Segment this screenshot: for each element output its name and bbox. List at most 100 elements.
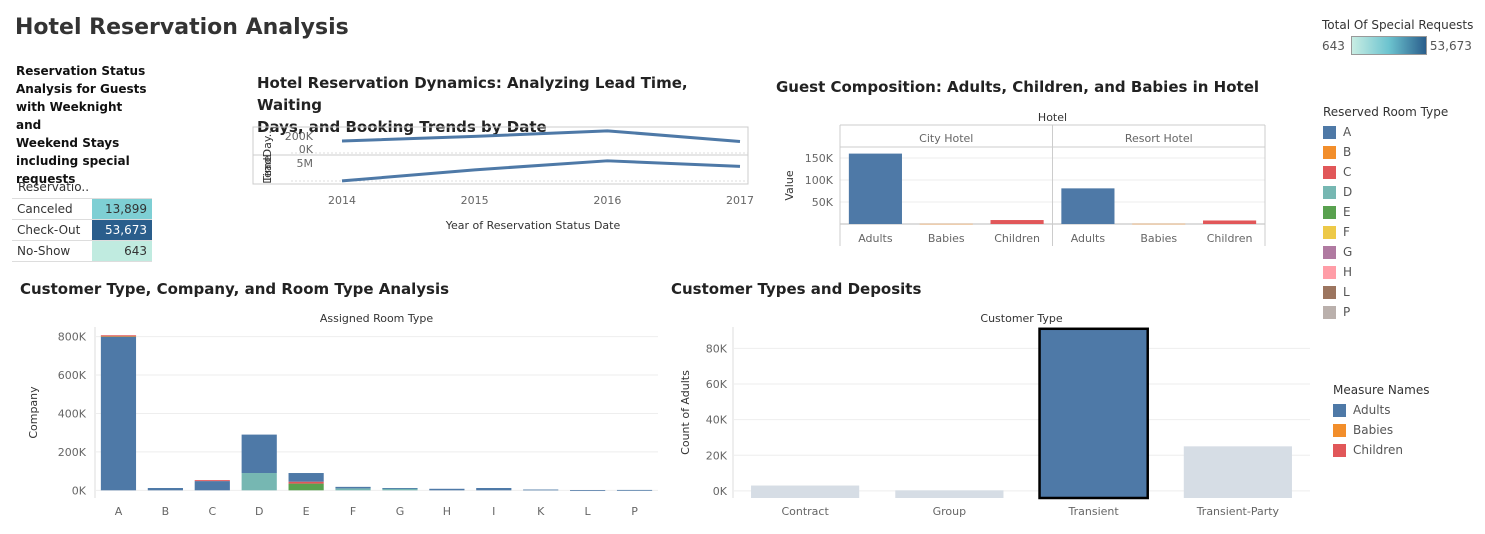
status-panel-title: Reservation Status Analysis for Guests w… — [16, 62, 151, 188]
room-type-legend-label: L — [1343, 285, 1350, 299]
measure-legend-label: Adults — [1353, 403, 1391, 417]
room-type-legend-item[interactable]: G — [1323, 242, 1448, 262]
measure-legend-item[interactable]: Children — [1333, 440, 1429, 460]
status-title-line: with Weeknight and — [16, 100, 123, 132]
table-row[interactable]: Check-Out 53,673 — [12, 219, 152, 241]
status-value: 643 — [92, 240, 152, 262]
deposits-bar — [895, 490, 1004, 498]
company-bar-segment — [288, 473, 324, 482]
guest-x-tick-label: Children — [994, 232, 1040, 245]
guest-bar — [1203, 220, 1257, 224]
company-x-tick-label: F — [350, 505, 356, 518]
guest-panel-header: City Hotel — [919, 132, 973, 145]
measure-legend-title: Measure Names — [1333, 383, 1430, 397]
deposits-y-tick-label: 40K — [706, 414, 728, 427]
company-bar-segment — [147, 488, 183, 491]
guest-bar — [990, 220, 1044, 224]
room-type-legend-item[interactable]: P — [1323, 302, 1448, 322]
status-title-line: Reservation Status — [16, 64, 146, 78]
guest-y-tick-label: 50K — [812, 196, 834, 209]
room-type-legend-label: H — [1343, 265, 1353, 279]
room-type-legend-item[interactable]: D — [1323, 182, 1448, 202]
dynamics-axis-label: Time — [261, 155, 274, 183]
company-x-tick-label: A — [115, 505, 123, 518]
company-x-tick-label: P — [631, 505, 638, 518]
room-type-legend-title: Reserved Room Type — [1323, 105, 1449, 119]
guest-x-tick-label: Children — [1207, 232, 1253, 245]
status-title-line: Analysis for Guests — [16, 82, 147, 96]
room-type-legend-label: C — [1343, 165, 1352, 179]
room-type-legend-swatch — [1323, 125, 1336, 139]
room-type-legend-item[interactable]: A — [1323, 122, 1448, 142]
deposits-bar — [751, 485, 860, 498]
deposits-bar — [1038, 327, 1149, 500]
guest-x-tick-label: Adults — [1071, 232, 1106, 245]
special-requests-legend: Total Of Special Requests 643 53,673 — [1322, 18, 1482, 55]
deposits-x-tick-label: Contract — [781, 505, 829, 518]
room-type-legend-item[interactable]: E — [1323, 202, 1448, 222]
room-type-legend-item[interactable]: F — [1323, 222, 1448, 242]
room-type-legend-swatch — [1323, 285, 1336, 299]
deposits-chart-title: Customer Types and Deposits — [671, 280, 922, 298]
room-type-legend-swatch — [1323, 225, 1336, 239]
table-row[interactable]: Canceled 13,899 — [12, 198, 152, 220]
guest-bar — [1132, 223, 1186, 225]
company-bar-segment — [100, 335, 137, 337]
company-bar-segment — [335, 486, 371, 489]
measure-names-legend: Measure Names Adults Babies Children — [1333, 383, 1429, 460]
company-x-tick-label: B — [162, 505, 170, 518]
company-x-tick-label: G — [396, 505, 405, 518]
room-type-legend-item[interactable]: L — [1323, 282, 1448, 302]
guest-y-axis-label: Value — [783, 170, 796, 200]
room-type-legend-item[interactable]: B — [1323, 142, 1448, 162]
guest-chart: Hotel 50K 100K 150K Value City Hotel Adults Bab… — [783, 111, 1266, 246]
company-bar-segment — [194, 481, 230, 491]
measure-legend-label: Children — [1353, 443, 1403, 457]
special-requests-legend-min: 643 — [1322, 38, 1345, 53]
guest-x-tick-label: Babies — [1140, 232, 1177, 245]
dynamics-tick-label: 0K — [299, 143, 314, 156]
status-table-header: Reservatio.. — [18, 180, 90, 194]
guest-y-tick-label: 100K — [805, 174, 834, 187]
deposits-y-tick-label: 0K — [713, 485, 728, 498]
measure-legend-label: Babies — [1353, 423, 1394, 437]
measure-legend-item[interactable]: Babies — [1333, 420, 1429, 440]
special-requests-legend-max: 53,673 — [1429, 38, 1472, 53]
room-type-legend-item[interactable]: C — [1323, 162, 1448, 182]
status-title-line: requests — [16, 172, 76, 186]
company-chart: Assigned Room Type 0K 200K 400K 600K 800K Comp… — [27, 312, 658, 518]
deposits-y-tick-label: 20K — [706, 449, 728, 462]
dynamics-x-tick-label: 2017 — [726, 194, 754, 207]
room-type-legend-swatch — [1323, 305, 1336, 319]
room-type-legend-label: F — [1343, 225, 1350, 239]
company-bar-segment — [429, 488, 465, 491]
status-label: Canceled — [17, 202, 73, 216]
company-bar-segment — [241, 434, 277, 474]
guest-bar — [1061, 188, 1115, 224]
company-y-tick-label: 0K — [72, 484, 87, 497]
company-y-axis-label: Company — [27, 386, 40, 439]
status-title-line: Weekend Stays — [16, 136, 120, 150]
company-x-tick-label: L — [585, 505, 592, 518]
deposits-y-tick-label: 60K — [706, 378, 728, 391]
room-type-legend-label: B — [1343, 145, 1352, 159]
status-value: 53,673 — [92, 219, 152, 241]
company-x-tick-label: C — [208, 505, 216, 518]
table-row[interactable]: No-Show 643 — [12, 240, 152, 262]
guest-column-header: Hotel — [1038, 111, 1067, 124]
guest-panel-header: Resort Hotel — [1125, 132, 1193, 145]
dashboard-title: Hotel Reservation Analysis — [15, 15, 349, 40]
dynamics-axis-label: LeadDay.. — [261, 130, 274, 184]
company-bar-segment — [241, 473, 277, 491]
company-y-tick-label: 200K — [58, 446, 87, 459]
company-bar-segment — [476, 488, 512, 491]
company-x-tick-label: D — [255, 505, 263, 518]
deposits-bar — [1183, 446, 1292, 498]
dynamics-tick-label: 5M — [297, 157, 314, 170]
room-type-legend-label: D — [1343, 185, 1353, 199]
dynamics-x-tick-label: 2015 — [461, 194, 489, 207]
guest-bar — [919, 223, 973, 225]
measure-legend-item[interactable]: Adults — [1333, 400, 1429, 420]
room-type-legend-item[interactable]: H — [1323, 262, 1448, 282]
